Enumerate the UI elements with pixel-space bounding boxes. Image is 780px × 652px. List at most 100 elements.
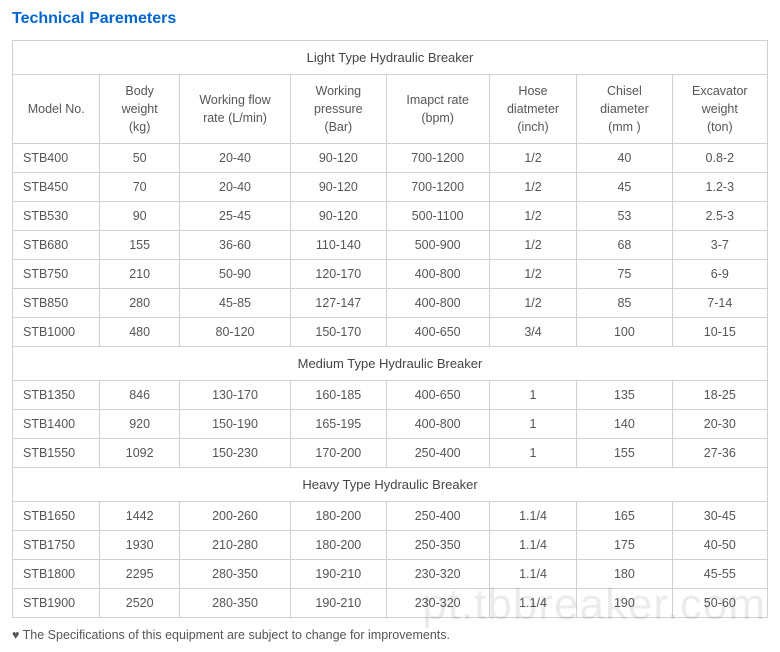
cell-flow: 20-40 (179, 173, 290, 202)
cell-hose: 1.1/4 (489, 502, 576, 531)
section-header: Medium Type Hydraulic Breaker (13, 347, 768, 381)
cell-chisel: 53 (577, 202, 672, 231)
cell-model: STB1650 (13, 502, 100, 531)
cell-hose: 1 (489, 381, 576, 410)
cell-model: STB750 (13, 260, 100, 289)
cell-impact: 250-400 (386, 439, 489, 468)
table-row: STB18002295280-350190-210230-3201.1/4180… (13, 560, 768, 589)
column-header-press: Workingpressure(Bar) (291, 75, 386, 144)
cell-chisel: 190 (577, 589, 672, 618)
cell-impact: 700-1200 (386, 144, 489, 173)
table-row: STB100048080-120150-170400-6503/410010-1… (13, 318, 768, 347)
page-title: Technical Paremeters (12, 10, 768, 28)
cell-press: 160-185 (291, 381, 386, 410)
cell-press: 180-200 (291, 502, 386, 531)
table-row: STB75021050-90120-170400-8001/2756-9 (13, 260, 768, 289)
cell-chisel: 175 (577, 531, 672, 560)
cell-exc: 30-45 (672, 502, 767, 531)
cell-flow: 20-40 (179, 144, 290, 173)
cell-flow: 25-45 (179, 202, 290, 231)
cell-press: 90-120 (291, 173, 386, 202)
column-header-flow: Working flowrate (L/min) (179, 75, 290, 144)
cell-impact: 230-320 (386, 560, 489, 589)
table-row: STB15501092150-230170-200250-400115527-3… (13, 439, 768, 468)
cell-model: STB1750 (13, 531, 100, 560)
cell-model: STB1550 (13, 439, 100, 468)
cell-chisel: 100 (577, 318, 672, 347)
cell-chisel: 45 (577, 173, 672, 202)
column-header-exc: Excavatorweight(ton) (672, 75, 767, 144)
cell-exc: 2.5-3 (672, 202, 767, 231)
cell-flow: 210-280 (179, 531, 290, 560)
cell-press: 165-195 (291, 410, 386, 439)
cell-body: 1442 (100, 502, 179, 531)
cell-press: 110-140 (291, 231, 386, 260)
cell-model: STB530 (13, 202, 100, 231)
cell-flow: 80-120 (179, 318, 290, 347)
cell-body: 90 (100, 202, 179, 231)
table-row: STB85028045-85127-147400-8001/2857-14 (13, 289, 768, 318)
cell-exc: 20-30 (672, 410, 767, 439)
cell-chisel: 180 (577, 560, 672, 589)
cell-impact: 400-800 (386, 260, 489, 289)
cell-body: 70 (100, 173, 179, 202)
cell-exc: 45-55 (672, 560, 767, 589)
cell-chisel: 85 (577, 289, 672, 318)
cell-body: 210 (100, 260, 179, 289)
cell-flow: 150-190 (179, 410, 290, 439)
cell-flow: 36-60 (179, 231, 290, 260)
cell-exc: 7-14 (672, 289, 767, 318)
cell-model: STB450 (13, 173, 100, 202)
cell-impact: 230-320 (386, 589, 489, 618)
section-header-cell: Light Type Hydraulic Breaker (13, 41, 768, 75)
cell-flow: 45-85 (179, 289, 290, 318)
section-header: Heavy Type Hydraulic Breaker (13, 468, 768, 502)
cell-hose: 1.1/4 (489, 589, 576, 618)
cell-impact: 500-1100 (386, 202, 489, 231)
cell-exc: 0.8-2 (672, 144, 767, 173)
cell-press: 90-120 (291, 202, 386, 231)
cell-hose: 1 (489, 410, 576, 439)
cell-flow: 150-230 (179, 439, 290, 468)
table-row: STB19002520280-350190-210230-3201.1/4190… (13, 589, 768, 618)
column-header-body: Bodyweight(kg) (100, 75, 179, 144)
cell-exc: 50-60 (672, 589, 767, 618)
cell-hose: 1/2 (489, 231, 576, 260)
column-header-hose: Hosediatmeter(inch) (489, 75, 576, 144)
cell-body: 1930 (100, 531, 179, 560)
cell-flow: 50-90 (179, 260, 290, 289)
cell-hose: 1/2 (489, 260, 576, 289)
cell-chisel: 135 (577, 381, 672, 410)
cell-exc: 3-7 (672, 231, 767, 260)
cell-chisel: 75 (577, 260, 672, 289)
table-row: STB1400920150-190165-195400-800114020-30 (13, 410, 768, 439)
cell-chisel: 155 (577, 439, 672, 468)
table-row: STB1350846130-170160-185400-650113518-25 (13, 381, 768, 410)
cell-hose: 1 (489, 439, 576, 468)
cell-hose: 1/2 (489, 202, 576, 231)
cell-hose: 1/2 (489, 144, 576, 173)
cell-model: STB1400 (13, 410, 100, 439)
cell-chisel: 68 (577, 231, 672, 260)
table-row: STB68015536-60110-140500-9001/2683-7 (13, 231, 768, 260)
column-header-row: Model No.Bodyweight(kg)Working flowrate … (13, 75, 768, 144)
section-header-cell: Heavy Type Hydraulic Breaker (13, 468, 768, 502)
column-header-chisel: Chiseldiameter(mm ) (577, 75, 672, 144)
cell-press: 127-147 (291, 289, 386, 318)
cell-model: STB400 (13, 144, 100, 173)
cell-exc: 1.2-3 (672, 173, 767, 202)
cell-impact: 400-800 (386, 289, 489, 318)
cell-body: 2295 (100, 560, 179, 589)
cell-body: 155 (100, 231, 179, 260)
cell-press: 190-210 (291, 589, 386, 618)
cell-impact: 400-650 (386, 381, 489, 410)
column-header-model: Model No. (13, 75, 100, 144)
cell-model: STB850 (13, 289, 100, 318)
cell-chisel: 165 (577, 502, 672, 531)
column-header-impact: Imapct rate(bpm) (386, 75, 489, 144)
cell-press: 180-200 (291, 531, 386, 560)
cell-body: 480 (100, 318, 179, 347)
section-header-cell: Medium Type Hydraulic Breaker (13, 347, 768, 381)
table-row: STB5309025-4590-120500-11001/2532.5-3 (13, 202, 768, 231)
cell-impact: 400-650 (386, 318, 489, 347)
